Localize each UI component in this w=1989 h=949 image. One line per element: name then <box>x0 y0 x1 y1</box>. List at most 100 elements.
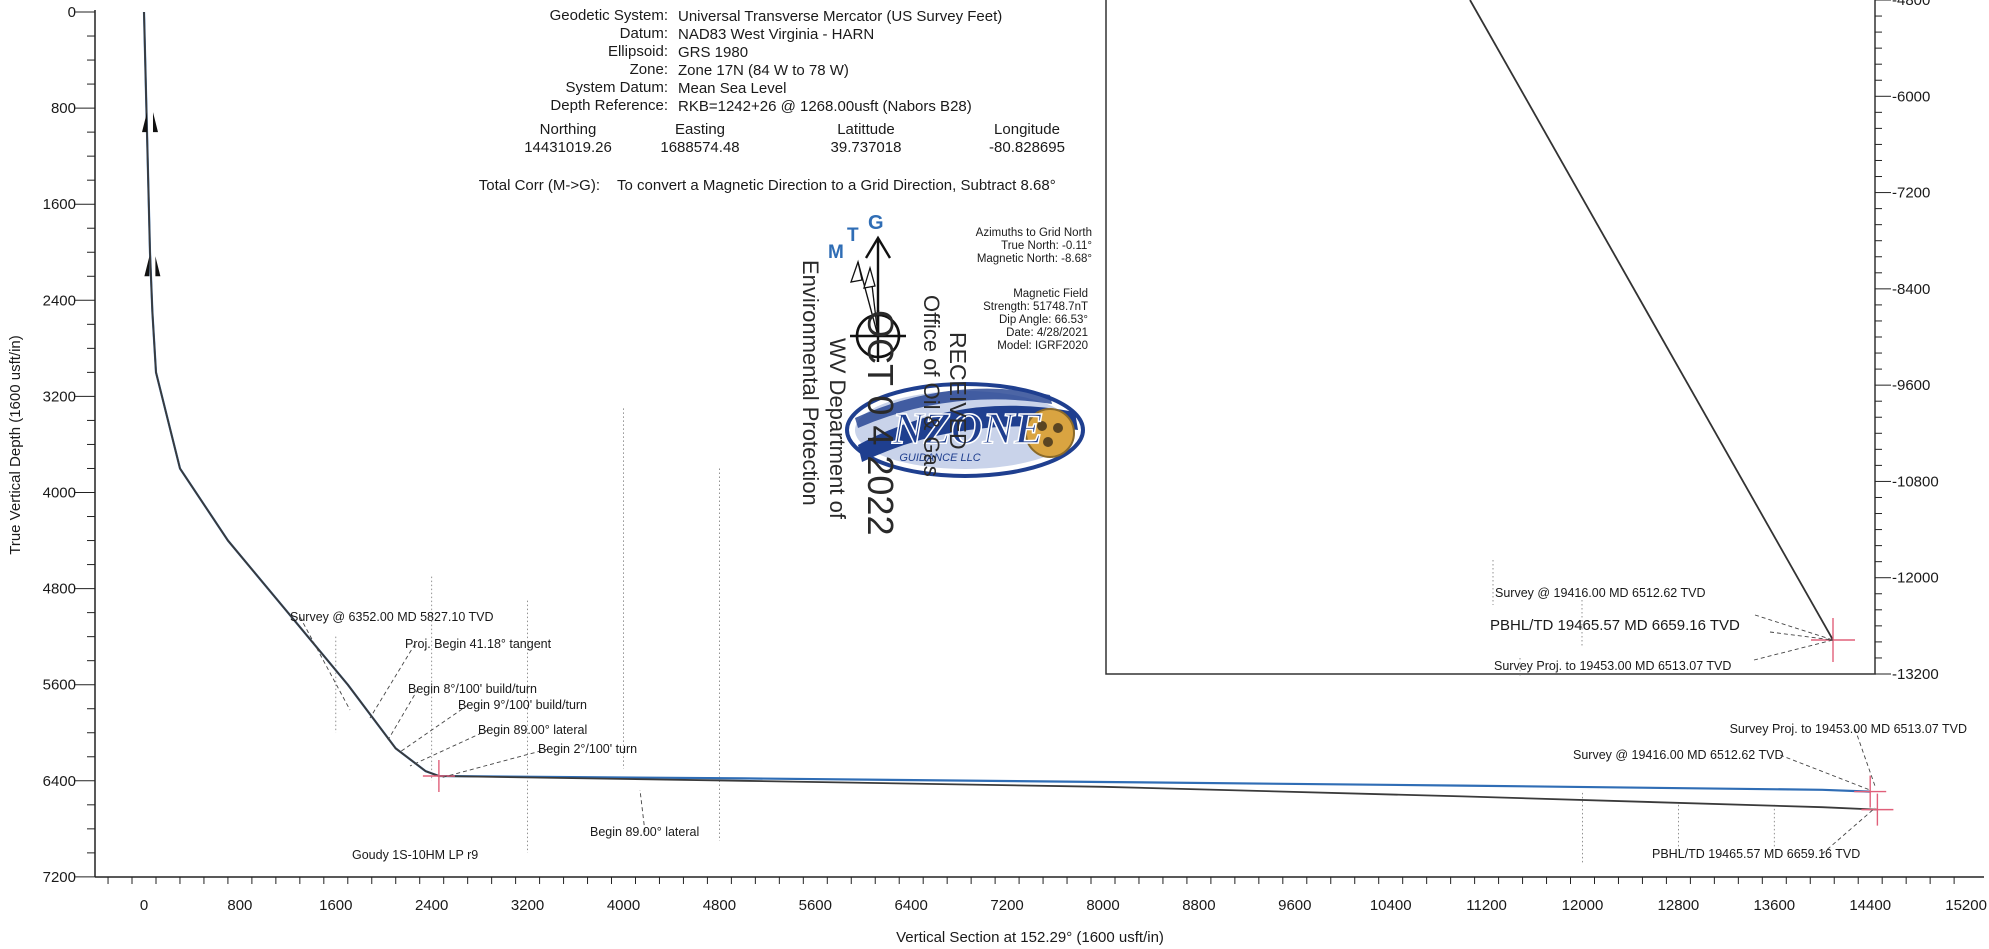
stamp-line-env: Environmental Protection <box>798 260 823 506</box>
azimuth-line: Magnetic North: -8.68° <box>977 253 1092 265</box>
y-tick-label: 6400 <box>43 773 76 790</box>
logo-wordmark: NZONE <box>891 404 1044 453</box>
main-guide-lines <box>335 408 1775 865</box>
inset-y-tick-label: -9600 <box>1892 377 1930 394</box>
nzone-logo: NZONE GUIDANCE LLC <box>845 382 1085 478</box>
inset-annotation-leader <box>1753 639 1834 661</box>
annotation-label: Survey Proj. to 19453.00 MD 6513.07 TVD <box>1730 722 1967 736</box>
stamp-line-dept: WV Department of <box>825 338 850 520</box>
y-tick-label: 5600 <box>43 677 76 694</box>
x-tick-label: 7200 <box>990 897 1023 914</box>
x-tick-label: 14400 <box>1849 897 1891 914</box>
inset-series <box>1469 0 1855 676</box>
annotation-leader <box>387 688 419 741</box>
header-label: Depth Reference: <box>550 97 668 114</box>
annotation-label: Begin 89.00° lateral <box>590 825 699 839</box>
inset-y-tick-label: -10800 <box>1892 473 1939 490</box>
x-tick-label: 11200 <box>1466 897 1507 914</box>
azimuth-line: Azimuths to Grid North <box>976 227 1092 239</box>
x-tick-label: 800 <box>227 897 252 914</box>
inset-annotation-label: Survey @ 19416.00 MD 6512.62 TVD <box>1495 586 1706 600</box>
header-label: Datum: <box>620 25 668 42</box>
coord-header: Easting <box>675 121 725 138</box>
main-series <box>141 11 1878 811</box>
annotation-label: Proj. Begin 41.18° tangent <box>405 637 552 651</box>
field-line: Magnetic Field <box>1013 288 1088 300</box>
field-line: Date: 4/28/2021 <box>1006 327 1088 339</box>
inset-y-tick-label: -6000 <box>1892 88 1930 105</box>
coord-header: Longitude <box>994 121 1060 138</box>
header-value: Mean Sea Level <box>678 80 786 97</box>
y-tick-label: 2400 <box>43 292 76 309</box>
stamp-line-date: OCT 0 4 2022 <box>860 310 901 535</box>
logo-subtext: GUIDANCE LLC <box>899 452 980 464</box>
main-markers <box>422 759 1894 826</box>
y-tick-label: 0 <box>68 4 76 21</box>
x-tick-label: 4000 <box>607 897 640 914</box>
x-tick-label: 8000 <box>1086 897 1119 914</box>
annotation-leader <box>1821 807 1876 855</box>
stamp-line-office: Office of Oil & Gas <box>919 295 944 477</box>
coord-value: 39.737018 <box>831 139 902 156</box>
inset-axis-tick-labels: -4800 -6000 -7200 -8400 -9600 -10800 -12000 -13… <box>1892 0 1939 683</box>
x-tick-label: 0 <box>140 897 148 914</box>
inset-axis-ticks <box>1875 0 1891 675</box>
x-tick-label: 12800 <box>1658 897 1700 914</box>
x-tick-label: 13600 <box>1753 897 1795 914</box>
casing-marker-icon <box>144 256 161 277</box>
annotation-label: Survey @ 19416.00 MD 6512.62 TVD <box>1573 748 1784 762</box>
field-line: Dip Angle: 66.53° <box>999 314 1088 326</box>
inset-annotation-label: Survey Proj. to 19453.00 MD 6513.07 TVD <box>1494 659 1731 673</box>
received-stamp: RECEIVED Office of Oil & Gas OCT 0 4 202… <box>798 260 971 535</box>
annotation-label: Survey @ 6352.00 MD 5827.10 TVD <box>290 610 494 624</box>
inset-well-path <box>1469 0 1834 641</box>
x-tick-label: 3200 <box>511 897 544 914</box>
annotation-leader <box>399 704 469 753</box>
x-tick-label: 4800 <box>703 897 736 914</box>
well-path-series-1 <box>143 11 1878 811</box>
x-tick-label: 9600 <box>1278 897 1311 914</box>
main-annotations: Survey @ 6352.00 MD 5827.10 TVD Proj. Beg… <box>290 610 1967 862</box>
x-tick-label: 1600 <box>319 897 352 914</box>
azimuth-line: True North: -0.11° <box>1001 240 1092 252</box>
x-tick-label: 2400 <box>415 897 448 914</box>
annotation-label: PBHL/TD 19465.57 MD 6659.16 TVD <box>1652 847 1860 861</box>
y-tick-label: 4800 <box>43 581 76 598</box>
main-axis-ticks <box>75 11 1955 884</box>
x-tick-label: 12000 <box>1562 897 1604 914</box>
annotation-leader <box>409 729 489 767</box>
coord-header: Northing <box>540 121 597 138</box>
stamp-line-received: RECEIVED <box>945 332 971 450</box>
annotation-label: Begin 8°/100' build/turn <box>408 682 537 696</box>
coord-value: 14431019.26 <box>524 139 612 156</box>
y-tick-label: 1600 <box>43 196 76 213</box>
casing-marker-icon <box>141 112 158 133</box>
field-line: Strength: 51748.7nT <box>983 301 1088 313</box>
header-value: RKB=1242+26 @ 1268.00usft (Nabors B28) <box>678 98 972 115</box>
y-tick-label: 800 <box>51 100 76 117</box>
annotation-label: Goudy 1S-10HM LP r9 <box>352 848 478 862</box>
x-tick-label: 15200 <box>1945 897 1987 914</box>
header-label: Zone: <box>630 61 668 78</box>
m-letter: M <box>828 242 844 263</box>
annotation-label: Begin 2°/100' turn <box>538 742 637 756</box>
header-label: Ellipsoid: <box>608 43 668 60</box>
annotation-leader <box>1854 728 1876 787</box>
coord-header: Latittude <box>837 121 895 138</box>
annotation-leader <box>299 616 351 711</box>
total-corr-label: Total Corr (M->G): <box>479 177 600 194</box>
inset-frame <box>1105 0 1876 675</box>
coord-value: 1688574.48 <box>660 139 739 156</box>
coord-value: -80.828695 <box>989 139 1065 156</box>
inset-annotation-leader <box>1769 631 1834 641</box>
x-tick-label: 5600 <box>799 897 832 914</box>
inset-y-tick-label: -12000 <box>1892 570 1939 587</box>
x-axis-label: Vertical Section at 152.29° (1600 usft/i… <box>896 929 1164 946</box>
header-value: Universal Transverse Mercator (US Survey… <box>678 8 1002 25</box>
header-value: GRS 1980 <box>678 44 748 61</box>
inset-annotations: Survey @ 19416.00 MD 6512.62 TVD PBHL/TD … <box>1490 586 1834 673</box>
